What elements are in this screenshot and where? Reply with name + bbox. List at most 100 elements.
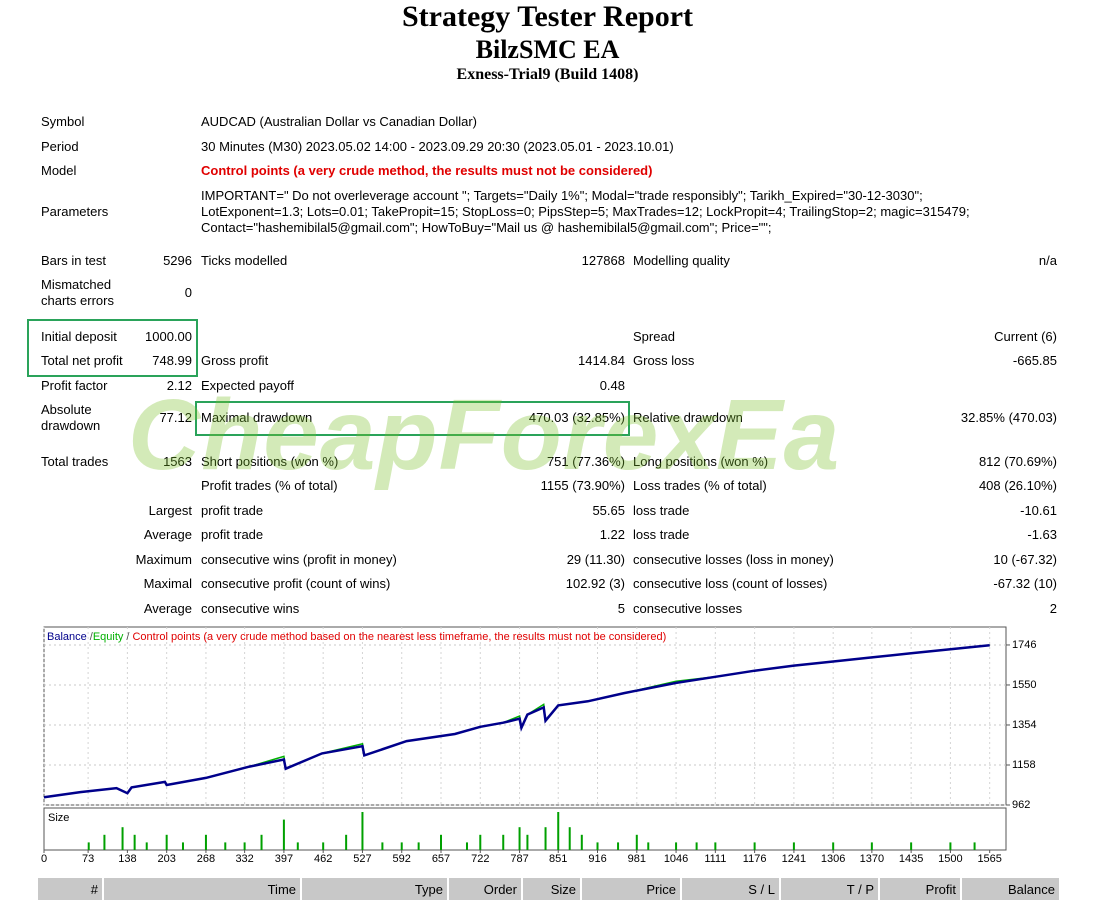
- row-value: 812 (70.69%): [978, 454, 1057, 469]
- series-line: [43, 643, 990, 799]
- x-tick-label: 138: [118, 853, 136, 865]
- row-value: Maximal: [143, 576, 192, 591]
- size-bar: [695, 842, 698, 850]
- size-bar: [224, 842, 227, 850]
- size-bar: [345, 834, 348, 850]
- size-bar: [243, 842, 246, 850]
- size-bar: [910, 842, 913, 850]
- size-bar: [417, 842, 420, 850]
- row-value: Contact="hashemibilal5@gmail.com"; HowTo…: [201, 220, 772, 235]
- report-subtitle: BilzSMC EA: [475, 35, 620, 64]
- row-label: consecutive loss (count of losses): [633, 576, 828, 591]
- row-label: Total trades: [41, 454, 109, 469]
- row-label: Period: [41, 139, 79, 154]
- row-label: consecutive losses: [633, 601, 743, 616]
- row-value: Maximum: [135, 552, 192, 567]
- size-bar: [870, 842, 873, 850]
- row-label: loss trade: [633, 503, 690, 518]
- size-bar: [145, 842, 148, 850]
- size-panel: [43, 807, 1007, 851]
- size-bar: [181, 842, 184, 850]
- size-bar: [322, 842, 325, 850]
- x-tick-label: 462: [314, 853, 332, 865]
- row-value: 55.65: [592, 503, 625, 518]
- row-label: consecutive losses (loss in money): [633, 552, 834, 567]
- x-tick-label: 657: [432, 853, 450, 865]
- row-label: Symbol: [41, 114, 85, 129]
- row-label: consecutive wins (profit in money): [201, 552, 397, 567]
- size-bar: [647, 842, 650, 850]
- row-label: Relative drawdown: [633, 410, 743, 425]
- size-bar: [518, 827, 521, 850]
- x-tick-label: 981: [628, 853, 646, 865]
- x-tick-label: 787: [510, 853, 528, 865]
- row-value: 408 (26.10%): [978, 478, 1057, 493]
- row-label: profit trade: [201, 527, 264, 542]
- row-label: consecutive profit (count of wins): [201, 576, 391, 591]
- row-label: loss trade: [633, 527, 690, 542]
- x-tick-label: 1500: [938, 853, 962, 865]
- y-tick-label: 1354: [1012, 719, 1036, 731]
- x-tick-label: 527: [353, 853, 371, 865]
- row-label: Gross loss: [633, 353, 695, 368]
- size-bar: [103, 834, 106, 850]
- size-bar: [949, 842, 952, 850]
- x-tick-label: 203: [157, 853, 175, 865]
- row-value: 1155 (73.90%): [540, 478, 625, 493]
- row-value: LotExponent=1.3; Lots=0.01; TakePropit=1…: [201, 204, 970, 219]
- size-bar: [792, 842, 795, 850]
- column-header: Time: [104, 878, 302, 900]
- row-label: Mismatched charts errors: [41, 277, 114, 308]
- row-label: Bars in test: [41, 253, 107, 268]
- column-header: Price: [582, 878, 682, 900]
- row-value: Largest: [148, 503, 192, 518]
- row-value: 1000.00: [145, 329, 192, 344]
- x-tick-label: 0: [41, 853, 47, 865]
- row-label: Absolute drawdown: [41, 402, 101, 433]
- row-label: Short positions (won %): [201, 454, 339, 469]
- row-value: 10 (-67.32): [993, 552, 1057, 567]
- x-tick-label: 916: [588, 853, 606, 865]
- size-title: Size: [48, 812, 69, 824]
- x-tick-label: 592: [393, 853, 411, 865]
- size-bar: [296, 842, 299, 850]
- row-label: Expected payoff: [201, 378, 294, 393]
- row-value: AUDCAD (Australian Dollar vs Canadian Do…: [201, 114, 477, 129]
- row-value: 1414.84: [578, 353, 625, 368]
- row-value: 30 Minutes (M30) 2023.05.02 14:00 - 2023…: [201, 139, 674, 154]
- x-tick-label: 332: [235, 853, 253, 865]
- row-label: profit trade: [201, 503, 264, 518]
- row-label: Loss trades (% of total): [633, 478, 767, 493]
- x-tick-label: 1306: [821, 853, 845, 865]
- x-tick-label: 1111: [704, 853, 726, 865]
- highlight-box: [195, 401, 630, 436]
- size-bar: [544, 827, 547, 850]
- size-bar: [133, 834, 136, 850]
- row-label: Total net profit: [41, 353, 123, 368]
- x-tick-label: 722: [471, 853, 489, 865]
- size-bar: [381, 842, 384, 850]
- legend-item: Equity: [93, 631, 124, 643]
- size-bar: [635, 834, 638, 850]
- size-bar: [479, 834, 482, 850]
- row-value: -1.63: [1027, 527, 1057, 542]
- row-label: Spread: [633, 329, 675, 344]
- x-tick-label: 268: [197, 853, 215, 865]
- row-value: -67.32 (10): [993, 576, 1057, 591]
- plot-area: [43, 626, 1007, 806]
- size-bar: [204, 834, 207, 850]
- row-value: n/a: [1038, 253, 1057, 268]
- row-value: -665.85: [1012, 353, 1057, 368]
- size-bar: [465, 842, 468, 850]
- row-value: 2.12: [166, 378, 192, 393]
- row-value: 77.12: [159, 410, 192, 425]
- legend-item: /: [90, 631, 94, 643]
- x-tick-label: 1046: [664, 853, 688, 865]
- row-value: 32.85% (470.03): [960, 410, 1057, 425]
- row-label: Profit trades (% of total): [201, 478, 338, 493]
- x-tick-label: 1241: [782, 853, 806, 865]
- watermark: CheapForexEa: [128, 379, 841, 491]
- column-header: Type: [302, 878, 449, 900]
